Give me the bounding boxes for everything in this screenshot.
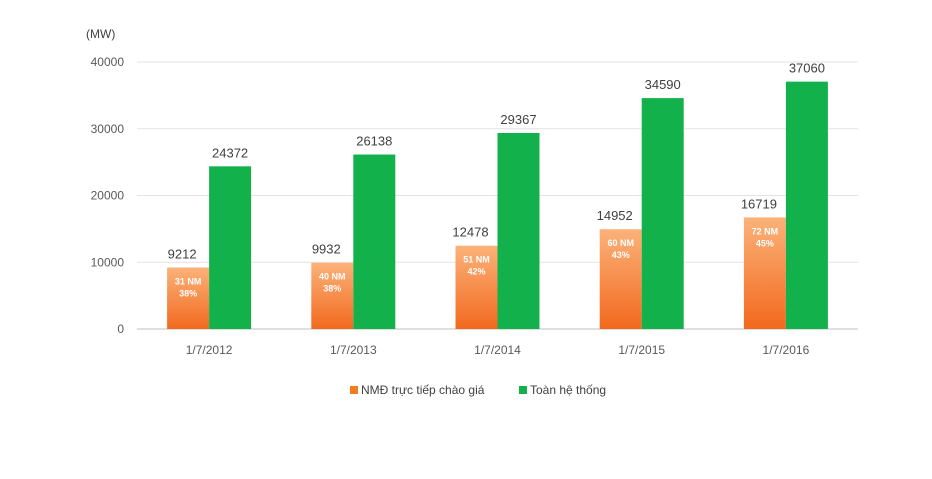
- bar-value-label: 9932: [312, 242, 341, 257]
- bar-value-label: 26138: [356, 134, 392, 149]
- bar-value-label: 37060: [789, 61, 825, 76]
- legend: NMĐ trực tiếp chào giá Toàn hệ thống: [350, 383, 606, 397]
- bar-inner-label: 38%: [179, 289, 197, 299]
- y-tick-label: 30000: [91, 122, 125, 136]
- x-tick-label: 1/7/2014: [474, 343, 521, 357]
- bar-value-label: 12478: [452, 225, 488, 240]
- bar-toan-he-thong: [209, 166, 252, 329]
- y-tick-label: 10000: [91, 255, 125, 269]
- bar-inner-label: 43%: [612, 250, 630, 260]
- bar-nmd: [167, 267, 210, 329]
- bar-toan-he-thong: [641, 98, 684, 329]
- bar-value-label: 16719: [741, 196, 777, 211]
- y-axis-unit-label: (MW): [86, 27, 115, 41]
- legend-swatch-orange: [350, 386, 358, 394]
- x-tick-label: 1/7/2016: [763, 343, 810, 357]
- bar-nmd: [599, 229, 642, 329]
- bar-nmd: [455, 245, 498, 329]
- bar-nmd: [311, 262, 354, 329]
- bar-value-label: 9212: [168, 247, 197, 262]
- y-tick-label: 40000: [91, 55, 125, 69]
- bar-inner-label: 38%: [323, 284, 341, 294]
- bar-value-label: 14952: [597, 208, 633, 223]
- x-tick-label: 1/7/2012: [186, 343, 233, 357]
- bar-toan-he-thong: [353, 154, 396, 329]
- x-tick-label: 1/7/2013: [330, 343, 377, 357]
- bar-nmd: [743, 217, 786, 329]
- bars: 9212 31 NM 38% 24372 9932 40 NM 38% 26138 12478 5…: [167, 61, 828, 329]
- x-axis-ticks: 1/7/2012 1/7/2013 1/7/2014 1/7/2015 1/7/2016: [186, 343, 810, 357]
- bar-toan-he-thong: [497, 132, 540, 329]
- bar-inner-label: 42%: [467, 267, 485, 277]
- bar-value-label: 24372: [212, 145, 248, 160]
- legend-label-green: Toàn hệ thống: [530, 383, 606, 397]
- bar-inner-label: 72 NM: [752, 226, 779, 236]
- bar-value-label: 34590: [645, 77, 681, 92]
- x-tick-label: 1/7/2015: [618, 343, 665, 357]
- bar-value-label: 29367: [500, 112, 536, 127]
- bar-inner-label: 31 NM: [175, 277, 202, 287]
- bar-toan-he-thong: [785, 81, 828, 329]
- y-tick-label: 20000: [91, 189, 125, 203]
- y-axis-ticks: 0 10000 20000 30000 40000: [91, 55, 125, 336]
- legend-label-orange: NMĐ trực tiếp chào giá: [361, 383, 485, 397]
- bar-inner-label: 40 NM: [319, 272, 346, 282]
- y-tick-label: 0: [117, 322, 124, 336]
- bar-inner-label: 51 NM: [463, 255, 490, 265]
- bar-inner-label: 45%: [756, 238, 774, 248]
- bar-inner-label: 60 NM: [607, 238, 634, 248]
- legend-swatch-green: [519, 386, 527, 394]
